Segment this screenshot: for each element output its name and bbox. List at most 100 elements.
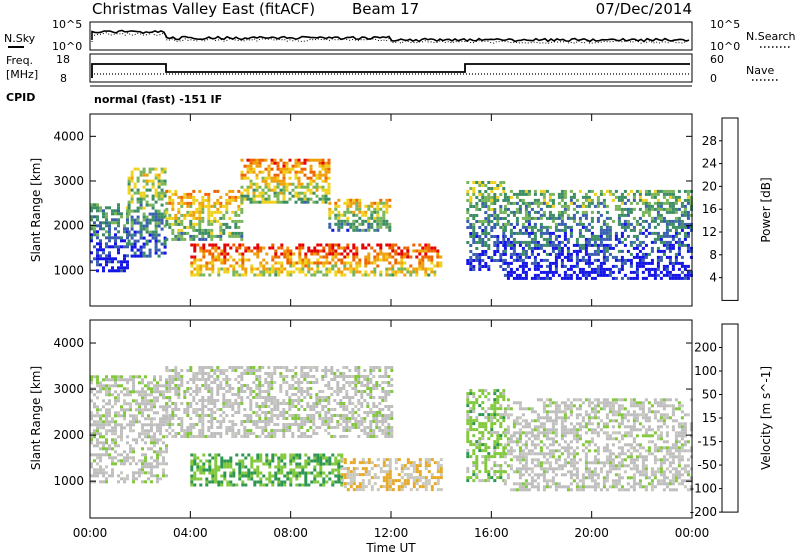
echo-cell xyxy=(213,405,217,408)
echo-cell xyxy=(90,465,93,469)
echo-cell xyxy=(647,267,651,271)
echo-cell xyxy=(674,255,678,259)
echo-cell xyxy=(659,207,663,211)
echo-cell xyxy=(289,483,293,487)
echo-cell xyxy=(363,399,367,402)
echo-cell xyxy=(286,261,290,265)
echo-cell xyxy=(318,197,322,201)
echo-cell xyxy=(644,207,648,211)
echo-cell xyxy=(219,420,223,423)
echo-cell xyxy=(93,453,96,457)
echo-cell xyxy=(90,417,93,421)
echo-cell xyxy=(686,222,690,226)
echo-cell xyxy=(381,423,385,426)
freq-strip: Freq. [MHz] 18 8 60 0 Nave xyxy=(6,53,780,85)
echo-cell xyxy=(387,375,391,378)
echo-cell xyxy=(258,426,262,429)
echo-cell xyxy=(322,480,326,484)
echo-cell xyxy=(563,210,567,214)
echo-cell xyxy=(478,238,482,241)
echo-cell xyxy=(174,393,178,396)
echo-cell xyxy=(400,476,404,480)
echo-cell xyxy=(258,161,262,165)
echo-cell xyxy=(337,204,341,208)
echo-cell xyxy=(566,255,570,259)
echo-cell xyxy=(192,234,196,238)
echo-cell xyxy=(258,408,262,411)
echo-cell xyxy=(527,246,531,250)
echo-cell xyxy=(572,207,576,211)
echo-cell xyxy=(469,262,473,265)
echo-cell xyxy=(406,482,410,486)
echo-cell xyxy=(294,185,298,189)
echo-cell xyxy=(370,467,374,471)
echo-cell xyxy=(324,420,328,423)
echo-cell xyxy=(487,193,491,196)
echo-cell xyxy=(375,384,379,387)
echo-cell xyxy=(614,234,618,238)
echo-cell xyxy=(370,461,374,465)
echo-cell xyxy=(108,260,111,264)
echo-cell xyxy=(150,423,153,427)
echo-cell xyxy=(177,228,181,232)
echo-cell xyxy=(243,426,247,429)
echo-cell xyxy=(291,188,295,192)
echo-cell xyxy=(171,216,175,220)
echo-cell xyxy=(342,405,346,408)
echo-cell xyxy=(394,458,398,462)
echo-cell xyxy=(219,384,223,387)
echo-cell xyxy=(584,204,588,208)
echo-cell xyxy=(418,267,422,271)
echo-cell xyxy=(198,225,202,229)
echo-cell xyxy=(180,219,184,223)
echo-cell xyxy=(210,411,214,414)
echo-cell xyxy=(210,396,214,399)
echo-cell xyxy=(153,465,156,469)
echo-cell xyxy=(321,179,325,183)
echo-cell xyxy=(638,189,642,193)
echo-cell xyxy=(267,185,271,189)
echo-cell xyxy=(202,465,206,469)
echo-cell xyxy=(313,456,317,460)
echo-cell xyxy=(466,262,470,265)
echo-cell xyxy=(632,234,636,238)
echo-cell xyxy=(641,255,645,259)
echo-cell xyxy=(147,381,150,385)
echo-cell xyxy=(506,270,510,274)
echo-cell xyxy=(373,473,377,477)
echo-cell xyxy=(346,216,350,220)
echo-cell xyxy=(527,243,531,247)
echo-cell xyxy=(472,464,476,468)
echo-cell xyxy=(171,417,175,420)
echo-cell xyxy=(345,408,349,411)
echo-cell xyxy=(509,195,513,199)
echo-cell xyxy=(126,477,129,481)
echo-cell xyxy=(478,265,482,268)
echo-cell xyxy=(521,222,525,226)
echo-cell xyxy=(357,366,361,369)
echo-cell xyxy=(352,461,356,465)
echo-cell xyxy=(150,471,153,475)
echo-cell xyxy=(256,468,260,472)
echo-cell xyxy=(145,203,149,207)
echo-cell xyxy=(180,195,184,199)
echo-cell xyxy=(427,458,431,462)
echo-cell xyxy=(141,423,144,427)
echo-cell xyxy=(387,390,391,393)
echo-cell xyxy=(214,258,218,262)
echo-cell xyxy=(174,390,178,393)
echo-cell xyxy=(193,477,197,481)
echo-cell xyxy=(244,267,248,271)
echo-cell xyxy=(243,432,247,435)
echo-cell xyxy=(366,414,370,417)
echo-cell xyxy=(361,461,365,465)
echo-cell xyxy=(665,201,669,205)
echo-cell xyxy=(132,477,135,481)
echo-cell xyxy=(208,243,212,247)
echo-cell xyxy=(466,211,470,214)
echo-cell xyxy=(156,381,159,385)
echo-cell xyxy=(276,194,280,198)
echo-cell xyxy=(207,231,211,235)
echo-cell xyxy=(466,434,470,438)
echo-cell xyxy=(309,167,313,171)
